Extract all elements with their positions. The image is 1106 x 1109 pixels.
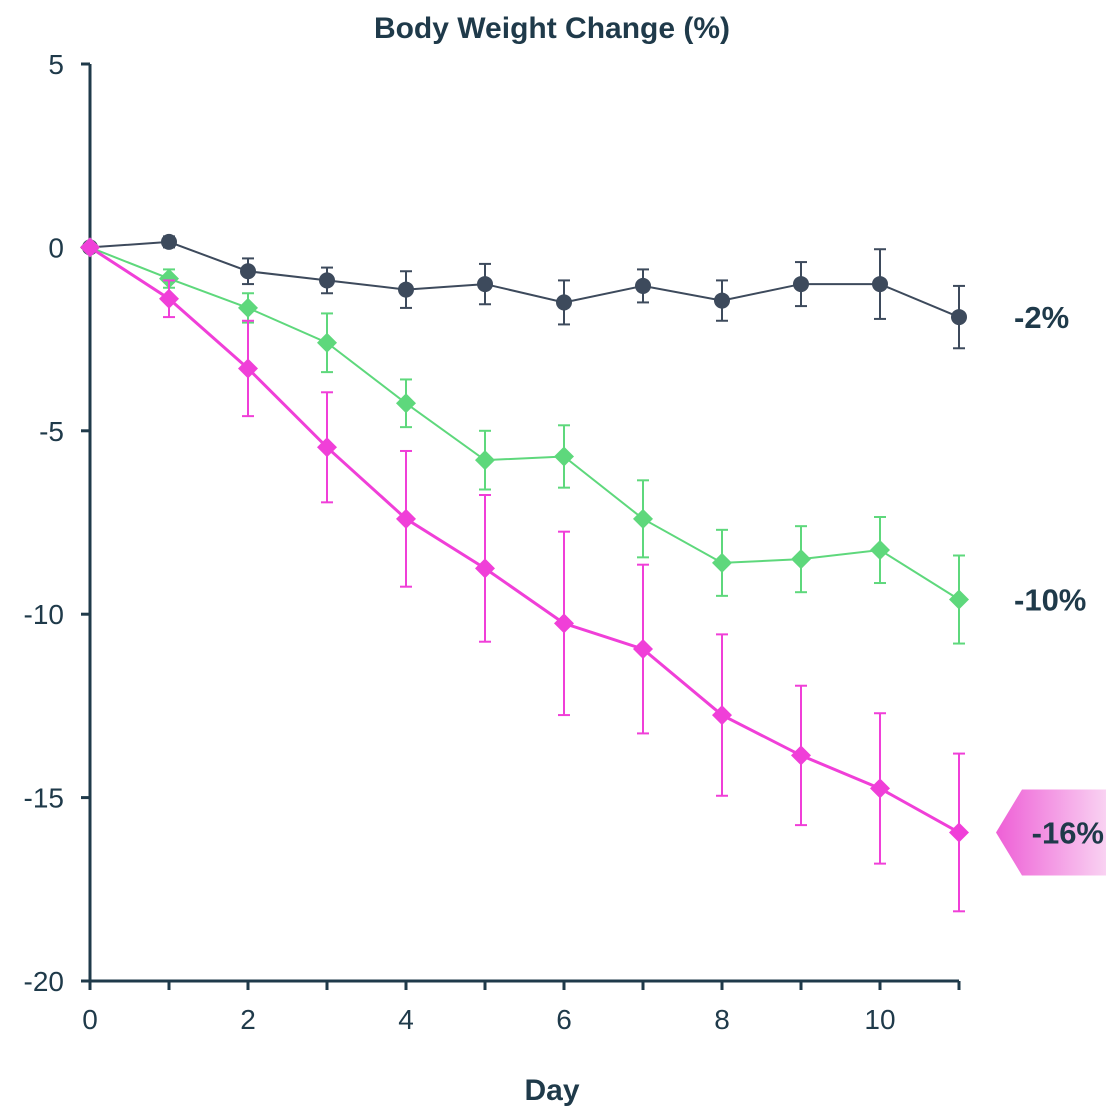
- x-tick-label: 2: [240, 1004, 256, 1035]
- series-line: [89, 246, 960, 834]
- data-point: [793, 276, 809, 293]
- x-tick-label: 6: [556, 1004, 572, 1035]
- data-point: [475, 558, 495, 579]
- data-point: [396, 508, 416, 529]
- series-2: [80, 237, 969, 913]
- data-point: [159, 268, 179, 289]
- data-point: [238, 297, 258, 318]
- y-tick-label: -5: [39, 416, 64, 447]
- chart-title: Body Weight Change (%): [374, 12, 730, 45]
- data-point: [949, 822, 969, 843]
- data-point: [240, 263, 256, 280]
- x-axis-label: Day: [524, 1074, 579, 1107]
- end-label: -16%: [1032, 815, 1104, 850]
- data-point: [635, 277, 651, 294]
- axes: 5 0 -5 -10 -15 -20 0 2 4 6 8 10: [24, 49, 961, 1035]
- data-point: [80, 237, 100, 258]
- y-tick-label: 0: [48, 232, 64, 263]
- series-line: [89, 240, 960, 319]
- x-tick-label: 0: [82, 1004, 98, 1035]
- data-point: [951, 309, 967, 326]
- data-point: [870, 540, 890, 561]
- data-point: [396, 393, 416, 414]
- data-point: [791, 745, 811, 766]
- data-point: [475, 450, 495, 471]
- data-point: [159, 288, 179, 309]
- data-point: [712, 552, 732, 573]
- data-point: [633, 639, 653, 660]
- y-tick-label: 5: [48, 49, 64, 80]
- data-point: [791, 549, 811, 570]
- end-labels: -2% -10% -16%: [996, 300, 1106, 876]
- data-point: [477, 276, 493, 293]
- data-point: [319, 272, 335, 289]
- x-tick-label: 10: [864, 1004, 895, 1035]
- data-point: [870, 778, 890, 799]
- data-point: [712, 705, 732, 726]
- data-point: [554, 446, 574, 467]
- data-point: [714, 292, 730, 309]
- data-point: [872, 276, 888, 293]
- data-point: [554, 613, 574, 634]
- data-point: [949, 589, 969, 610]
- series-layer: [80, 233, 969, 913]
- y-tick-label: -15: [24, 783, 64, 814]
- end-label: -2%: [1014, 300, 1069, 335]
- data-point: [633, 508, 653, 529]
- x-tick-label: 8: [714, 1004, 730, 1035]
- series-0: [82, 233, 967, 350]
- end-label: -10%: [1014, 583, 1086, 618]
- data-point: [317, 332, 337, 353]
- y-tick-label: -20: [24, 966, 64, 997]
- end-label-tag: [996, 789, 1106, 876]
- data-point: [238, 358, 258, 379]
- data-point: [556, 294, 572, 311]
- data-point: [317, 437, 337, 458]
- series-line: [89, 246, 960, 601]
- data-point: [161, 233, 177, 250]
- series-1: [80, 237, 969, 645]
- y-tick-label: -10: [24, 599, 64, 630]
- data-point: [398, 281, 414, 298]
- x-tick-label: 4: [398, 1004, 414, 1035]
